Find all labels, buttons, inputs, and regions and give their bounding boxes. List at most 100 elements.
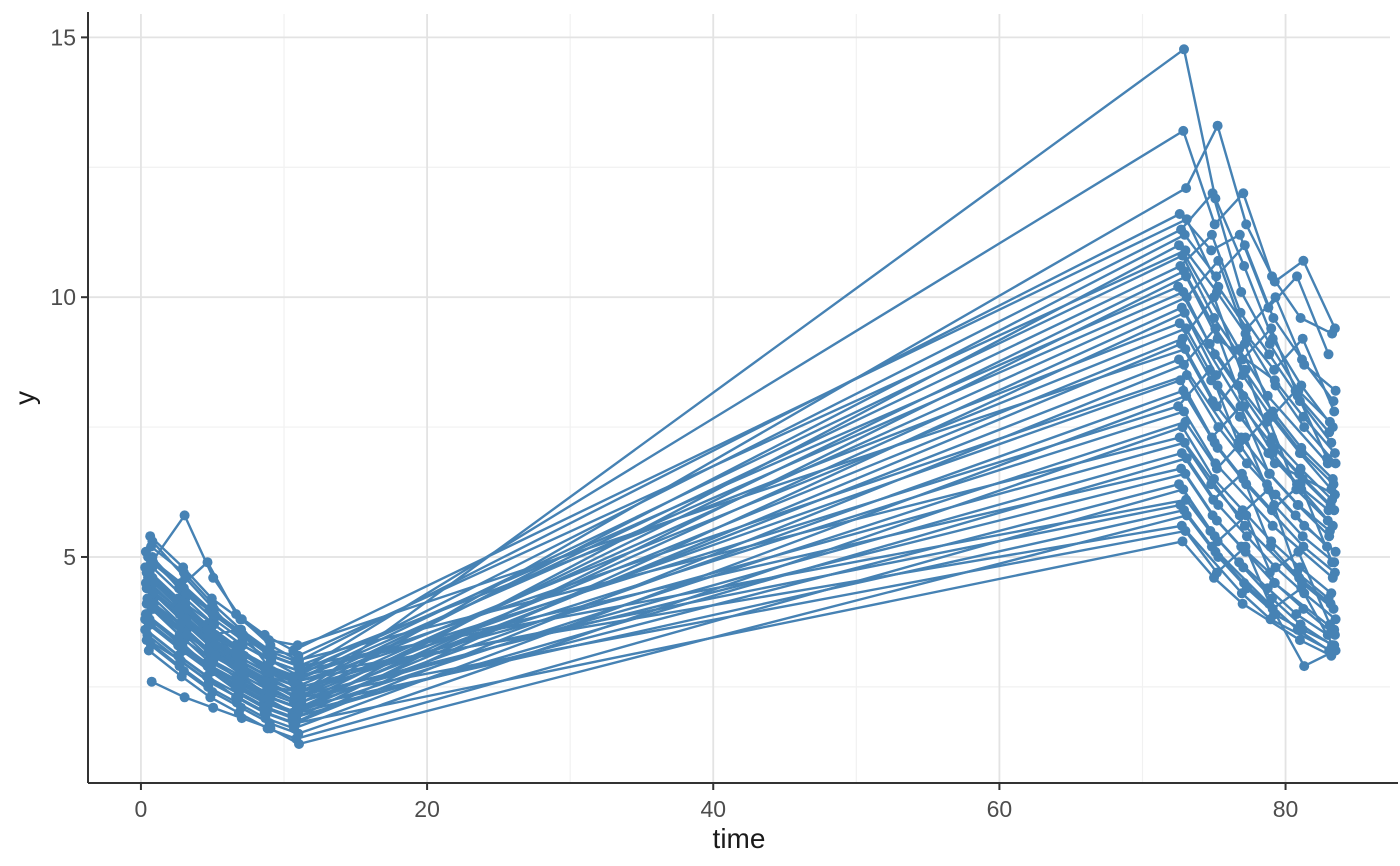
data-point — [177, 640, 188, 651]
data-point — [1294, 572, 1305, 583]
data-point — [1179, 406, 1189, 417]
data-point — [1298, 411, 1309, 422]
data-point — [1326, 437, 1337, 448]
data-point — [1235, 401, 1246, 412]
data-point — [143, 635, 154, 646]
data-point — [1264, 338, 1275, 349]
data-point — [1179, 44, 1189, 55]
data-point — [1269, 276, 1280, 287]
data-point — [1180, 468, 1191, 479]
data-point — [1322, 629, 1333, 640]
data-point — [146, 676, 157, 687]
data-point — [1181, 390, 1192, 401]
data-point — [1236, 287, 1247, 297]
data-point — [265, 723, 276, 734]
series-line — [150, 514, 1337, 746]
data-point — [1177, 422, 1188, 433]
data-point — [1299, 661, 1310, 672]
data-point — [1323, 349, 1334, 360]
data-point — [181, 629, 192, 640]
data-point — [1239, 261, 1250, 271]
data-points-layer — [140, 44, 1341, 749]
data-point — [1181, 271, 1192, 282]
data-point — [1262, 411, 1273, 422]
data-point — [294, 739, 304, 749]
data-point — [148, 603, 159, 614]
data-point — [1234, 229, 1245, 240]
data-point — [1324, 427, 1335, 438]
data-point — [1238, 562, 1249, 573]
data-point — [1177, 250, 1188, 261]
data-point — [1294, 635, 1305, 646]
data-point — [175, 619, 186, 630]
data-point — [1236, 588, 1247, 599]
series-line — [146, 327, 1337, 689]
data-point — [1330, 546, 1341, 557]
data-point — [1270, 489, 1281, 500]
data-point — [1330, 458, 1341, 469]
data-point — [1240, 432, 1251, 443]
data-point — [1290, 385, 1301, 396]
data-point — [176, 578, 186, 588]
data-point — [1213, 500, 1224, 510]
data-point — [1209, 219, 1220, 230]
data-point — [1178, 125, 1189, 136]
data-point — [202, 557, 213, 568]
data-point — [266, 650, 277, 661]
data-point — [1269, 458, 1280, 469]
series-line — [152, 270, 1335, 704]
data-point — [1241, 458, 1252, 469]
x-axis-title: time — [713, 823, 766, 854]
data-point — [233, 692, 244, 703]
data-point — [1291, 609, 1302, 620]
data-point — [1329, 640, 1340, 651]
data-point — [148, 557, 159, 568]
data-point — [1211, 463, 1222, 474]
data-point — [209, 609, 220, 620]
data-point — [1263, 302, 1274, 313]
data-point — [1267, 448, 1278, 459]
data-point — [140, 578, 151, 588]
data-point — [1268, 313, 1279, 323]
data-point — [204, 676, 215, 687]
y-tick-label: 10 — [50, 284, 76, 310]
data-point — [145, 531, 156, 542]
data-point — [1297, 354, 1307, 365]
data-point — [1290, 510, 1301, 521]
data-point — [267, 681, 278, 692]
data-point — [1179, 437, 1190, 448]
data-point — [1270, 380, 1281, 391]
data-point — [259, 661, 270, 672]
data-point — [1329, 406, 1340, 417]
data-point — [236, 713, 247, 724]
series-line — [144, 420, 1336, 715]
data-point — [1179, 229, 1190, 240]
data-point — [1239, 240, 1250, 251]
data-point — [1206, 245, 1217, 256]
data-point — [1269, 500, 1280, 510]
data-point — [1241, 479, 1252, 490]
data-point — [1181, 292, 1192, 303]
data-point — [239, 650, 249, 661]
series-line — [145, 124, 1337, 704]
data-point — [1237, 354, 1248, 365]
data-point — [231, 645, 242, 656]
data-point — [1329, 323, 1340, 334]
series-line — [144, 524, 1332, 678]
data-point — [238, 629, 249, 640]
data-point — [1292, 271, 1302, 282]
data-point — [264, 635, 274, 646]
data-point — [1233, 380, 1244, 391]
data-point — [234, 676, 245, 687]
data-point — [1238, 390, 1249, 401]
data-point — [206, 593, 217, 604]
data-point — [206, 661, 216, 672]
data-point — [261, 707, 272, 718]
data-point — [1299, 422, 1310, 433]
data-point — [1324, 531, 1335, 542]
data-point — [1326, 484, 1337, 495]
data-point — [210, 650, 221, 661]
data-point — [210, 629, 221, 640]
data-point — [1175, 375, 1186, 386]
series-line — [149, 425, 1333, 735]
